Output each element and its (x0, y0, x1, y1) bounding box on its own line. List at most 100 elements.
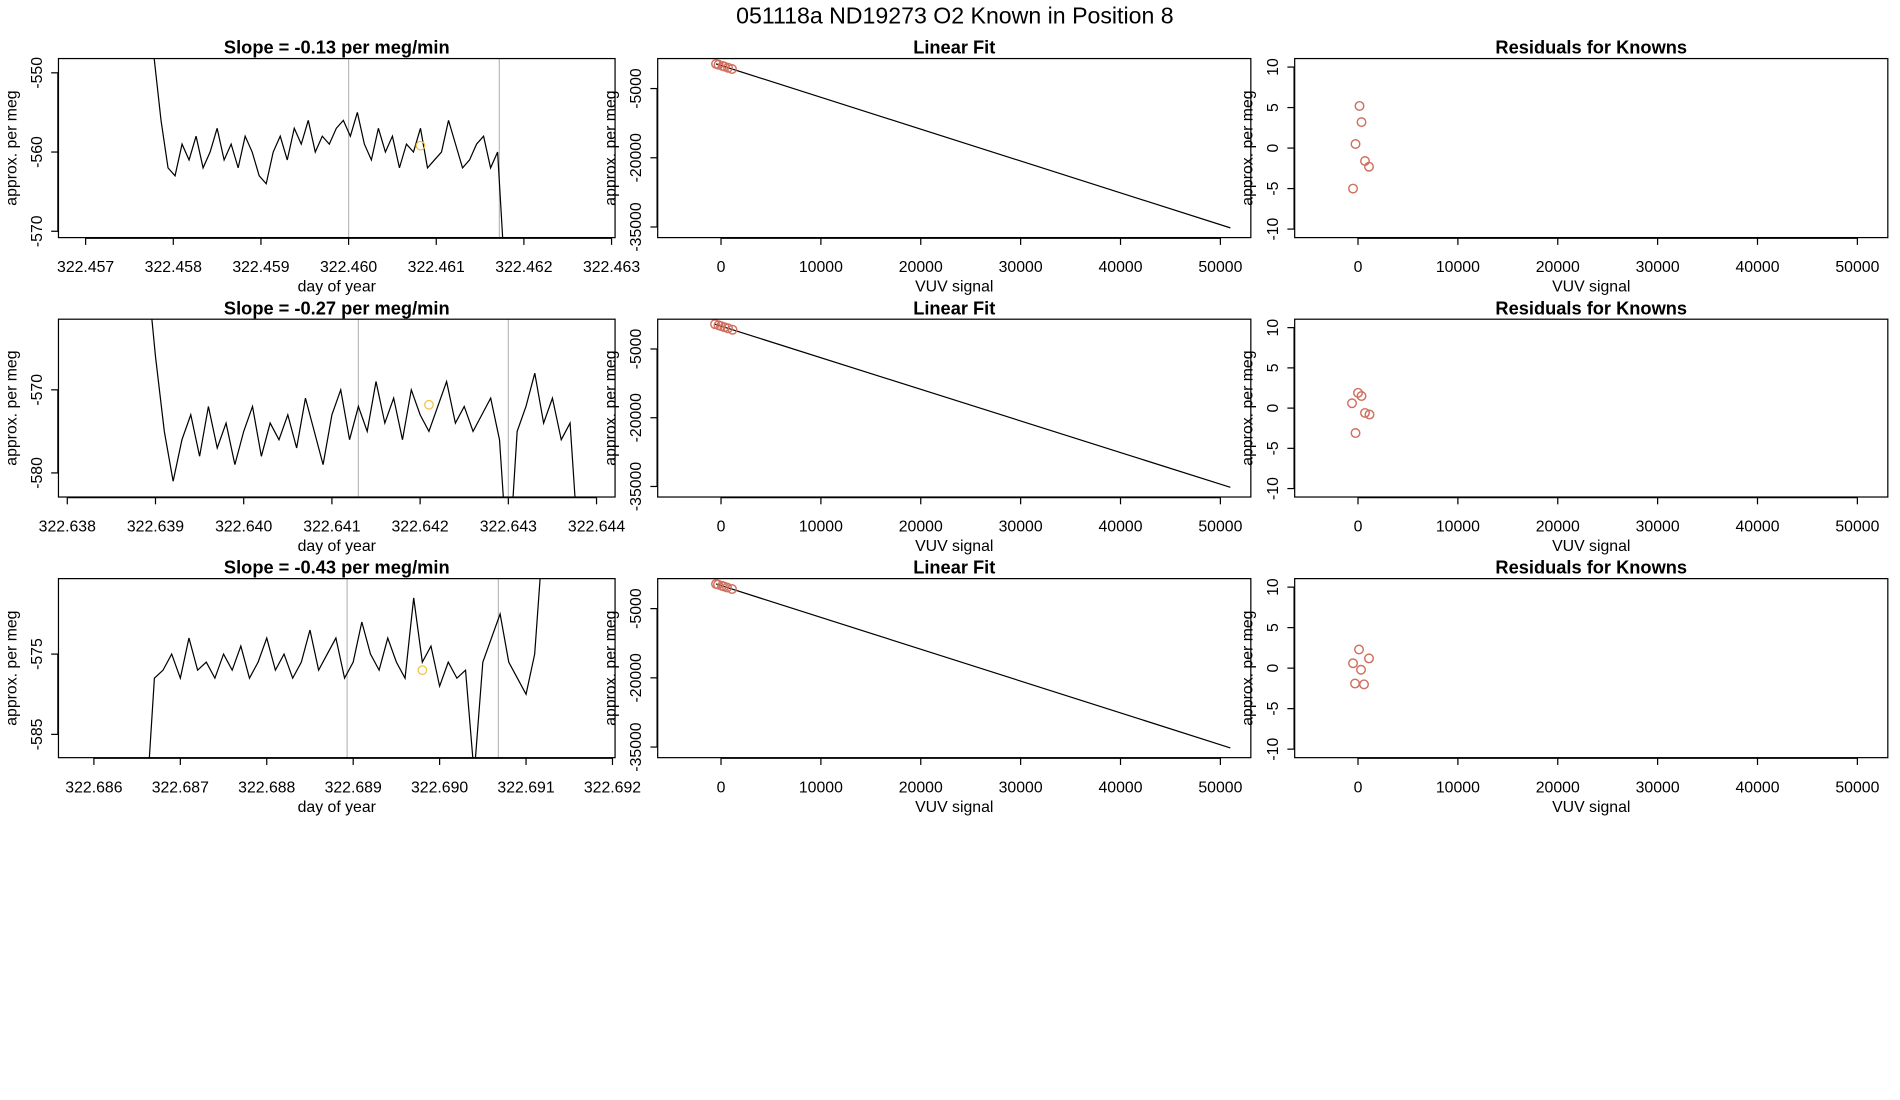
y-axis-label: approx. per meg (3, 611, 20, 726)
panel-title: Residuals for Knowns (1495, 297, 1687, 318)
y-tick-label: -570 (29, 374, 46, 406)
panel: Residuals for Knowns VUV signal approx. pe… (1240, 297, 1889, 555)
x-tick-label: 322.686 (65, 779, 122, 796)
point (1356, 664, 1366, 675)
figure-title: 051118a ND19273 O2 Known in Position 8 (736, 2, 1174, 28)
panel-title: Linear Fit (913, 297, 995, 318)
x-tick-label: 322.461 (408, 259, 465, 276)
x-tick-label: 322.692 (584, 779, 641, 796)
x-tick-label: 40000 (1099, 779, 1143, 796)
y-tick-label: 5 (1265, 363, 1282, 372)
y-axis-label: approx. per meg (603, 90, 620, 205)
series-line (148, 578, 541, 758)
x-tick-label: 322.638 (39, 519, 96, 536)
y-tick-label: -575 (29, 638, 46, 670)
x-tick-label: 30000 (1636, 259, 1680, 276)
panel: Slope = -0.27 per meg/min day of year appr… (3, 297, 625, 555)
plot-frame (1294, 57, 1889, 239)
x-axis-label: day of year (298, 799, 377, 816)
plot-area (1348, 644, 1374, 690)
x-tick-label: 322.639 (127, 519, 184, 536)
x-axis-label: day of year (298, 279, 377, 296)
x-tick-label: 322.640 (215, 519, 272, 536)
plot-area (711, 58, 1231, 229)
fit-line (714, 323, 1231, 488)
plot-area (710, 319, 1231, 488)
point (1356, 117, 1367, 128)
x-tick-label: 40000 (1735, 779, 1779, 796)
x-axis-label: VUV signal (1552, 538, 1630, 555)
x-tick-label: 10000 (1436, 259, 1480, 276)
x-tick-label: 322.462 (495, 259, 552, 276)
plot-frame (1294, 578, 1889, 759)
point (1359, 679, 1369, 690)
y-tick-label: 10 (1265, 578, 1282, 596)
y-tick-label: 0 (1265, 143, 1282, 152)
plot-frame (57, 318, 616, 498)
point (1364, 409, 1375, 420)
x-tick-label: 20000 (899, 259, 943, 276)
plot-frame (1294, 318, 1889, 498)
x-tick-label: 322.459 (232, 259, 289, 276)
panel: Linear Fit VUV signal approx. per meg 0 1000… (603, 37, 1252, 296)
x-tick-label: 30000 (1636, 519, 1680, 536)
y-tick-label: -5 (1265, 701, 1282, 715)
point (727, 63, 738, 74)
point (1364, 653, 1374, 664)
x-tick-label: 10000 (799, 519, 843, 536)
x-tick-label: 30000 (999, 519, 1043, 536)
panel-title: Slope = -0.27 per meg/min (224, 297, 450, 318)
y-tick-label: -570 (29, 215, 46, 247)
panel: Linear Fit VUV signal approx. per meg 0 1000… (603, 297, 1252, 555)
x-tick-label: 322.691 (497, 779, 554, 796)
x-tick-label: 322.642 (392, 519, 449, 536)
highlight-point (424, 399, 434, 410)
y-tick-label: -585 (29, 718, 46, 750)
plot-frame (657, 57, 1252, 239)
x-tick-label: 10000 (1436, 779, 1480, 796)
y-tick-label: -10 (1265, 738, 1282, 761)
highlight-point (415, 140, 426, 151)
x-tick-label: 10000 (799, 259, 843, 276)
x-tick-label: 50000 (1198, 519, 1242, 536)
y-tick-label: 5 (1265, 623, 1282, 632)
x-tick-label: 30000 (1636, 779, 1680, 796)
x-tick-label: 30000 (999, 259, 1043, 276)
x-axis-label: VUV signal (1552, 799, 1630, 816)
point (1350, 428, 1361, 439)
plot-area (153, 58, 504, 238)
x-tick-label: 50000 (1835, 779, 1879, 796)
x-tick-label: 10000 (1436, 519, 1480, 536)
panel: Slope = -0.13 per meg/min day of year appr… (3, 37, 640, 296)
x-tick-label: 50000 (1198, 259, 1242, 276)
y-axis-label: approx. per meg (1240, 350, 1257, 465)
x-tick-label: 0 (717, 519, 726, 536)
y-tick-label: -550 (29, 57, 46, 89)
y-tick-label: -5 (1265, 181, 1282, 195)
x-tick-label: 322.688 (238, 779, 295, 796)
x-tick-label: 322.690 (411, 779, 468, 796)
point (1347, 398, 1358, 409)
x-tick-label: 40000 (1735, 259, 1779, 276)
x-tick-label: 322.641 (303, 519, 360, 536)
x-tick-label: 322.687 (152, 779, 209, 796)
x-axis-label: VUV signal (915, 538, 993, 555)
y-tick-label: 10 (1265, 319, 1282, 337)
series-line (153, 58, 504, 238)
point (1354, 100, 1365, 111)
panel-title: Slope = -0.43 per meg/min (224, 557, 450, 578)
plot-area (148, 578, 541, 758)
point (727, 324, 738, 335)
y-axis-label: approx. per meg (603, 350, 620, 465)
point (723, 323, 734, 334)
x-tick-label: 20000 (899, 519, 943, 536)
panel: Residuals for Knowns VUV signal approx. pe… (1240, 557, 1889, 816)
point (1364, 161, 1374, 172)
panel-title: Residuals for Knowns (1495, 37, 1687, 58)
y-tick-label: 0 (1265, 664, 1282, 673)
y-axis-label: approx. per meg (1240, 611, 1257, 726)
y-tick-label: -20000 (628, 133, 645, 182)
